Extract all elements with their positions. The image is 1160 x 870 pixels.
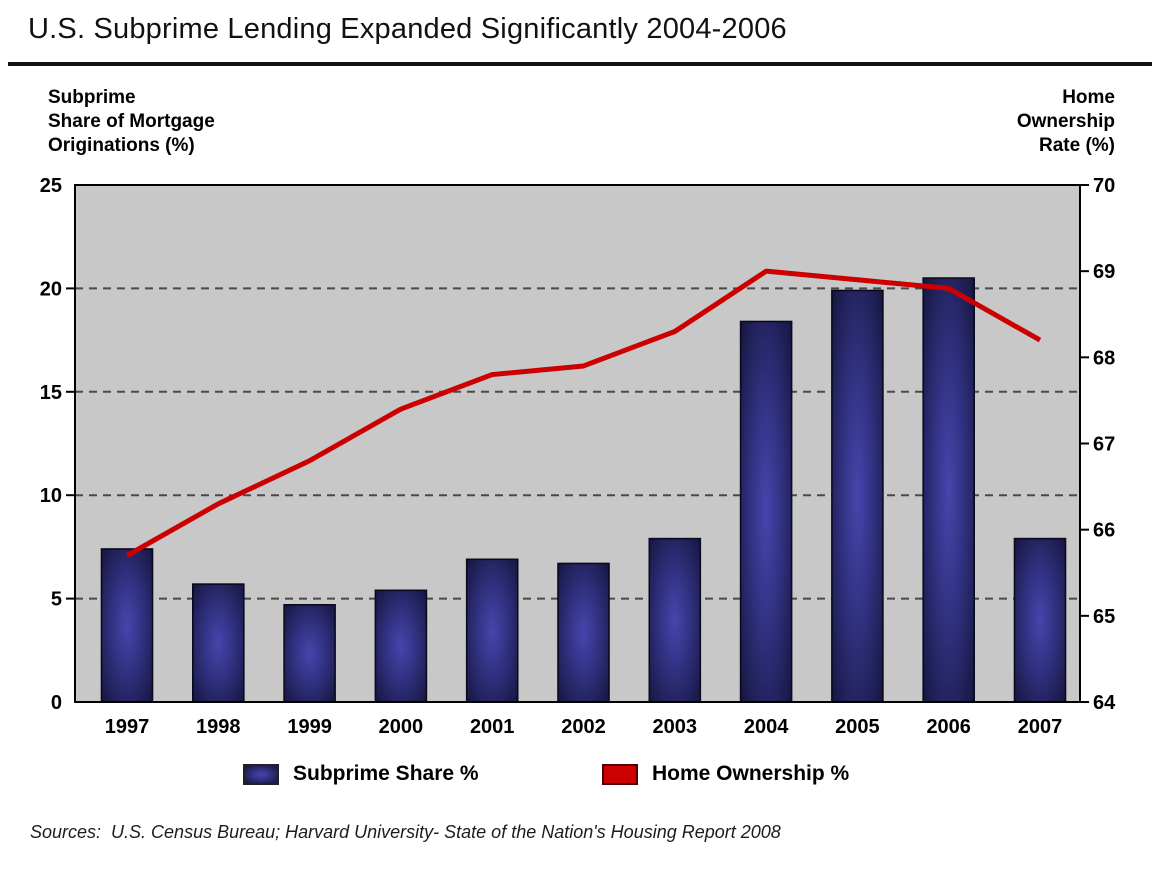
legend: Subprime Share % Home Ownership % [0,762,1160,796]
title-rule [8,62,1152,66]
x-tick-label-2000: 2000 [379,716,424,738]
x-tick-label-1997: 1997 [105,716,150,738]
bar-2004 [739,320,793,703]
page-title: U.S. Subprime Lending Expanded Significa… [28,13,787,45]
left-tick-label-5: 5 [51,589,62,611]
right-tick-label-70: 70 [1093,175,1115,197]
home-ownership-line [125,268,1042,558]
sources-note: Sources: U.S. Census Bureau; Harvard Uni… [30,822,781,842]
left-axis-title: Subprime Share of Mortgage Originations … [48,87,215,156]
bar-2006 [922,277,976,703]
x-tick-label-2002: 2002 [561,716,606,738]
x-tick-label-2006: 2006 [926,716,971,738]
x-tick-label-2007: 2007 [1018,716,1063,738]
left-tick-label-15: 15 [40,382,62,404]
left-tick-label-10: 10 [40,485,62,507]
legend-item-home-ownership: Home Ownership % [602,762,849,786]
bar-2002 [557,562,610,703]
legend-label-home-ownership: Home Ownership % [652,762,850,785]
legend-item-subprime-share: Subprime Share % [243,762,479,786]
right-tick-label-66: 66 [1093,520,1115,542]
bar-2003 [648,537,702,703]
subprime-share-swatch [243,763,279,785]
subprime-homeownership-combo-chart: 0 5 10 15 20 25 64 65 66 67 68 69 70 1997 1998 1999 2000… [40,175,1116,738]
x-tick-label-2001: 2001 [470,716,515,738]
bar-1998 [192,583,245,703]
left-tick-label-0: 0 [51,692,62,714]
right-tick-label-65: 65 [1093,606,1115,628]
bar-2000 [374,589,428,703]
bar-2007 [1013,537,1067,703]
left-tick-label-25: 25 [40,175,62,197]
right-tick-label-64: 64 [1093,692,1116,714]
x-tick-label-2003: 2003 [653,716,698,738]
left-tick-label-20: 20 [40,278,62,300]
x-tick-label-2004: 2004 [744,716,789,738]
home-ownership-swatch [602,763,638,785]
right-tick-label-69: 69 [1093,261,1115,283]
legend-label-subprime-share: Subprime Share % [293,762,479,785]
right-tick-label-68: 68 [1093,347,1115,369]
bar-1999 [283,604,336,703]
x-tick-label-1998: 1998 [196,716,241,738]
bar-2005 [831,289,884,703]
bar-1997 [100,548,154,703]
x-tick-label-2005: 2005 [835,716,880,738]
bar-2001 [465,558,519,703]
right-tick-label-67: 67 [1093,434,1115,456]
right-axis-title: Home Ownership Rate (%) [1016,87,1115,156]
x-tick-label-1999: 1999 [287,716,332,738]
